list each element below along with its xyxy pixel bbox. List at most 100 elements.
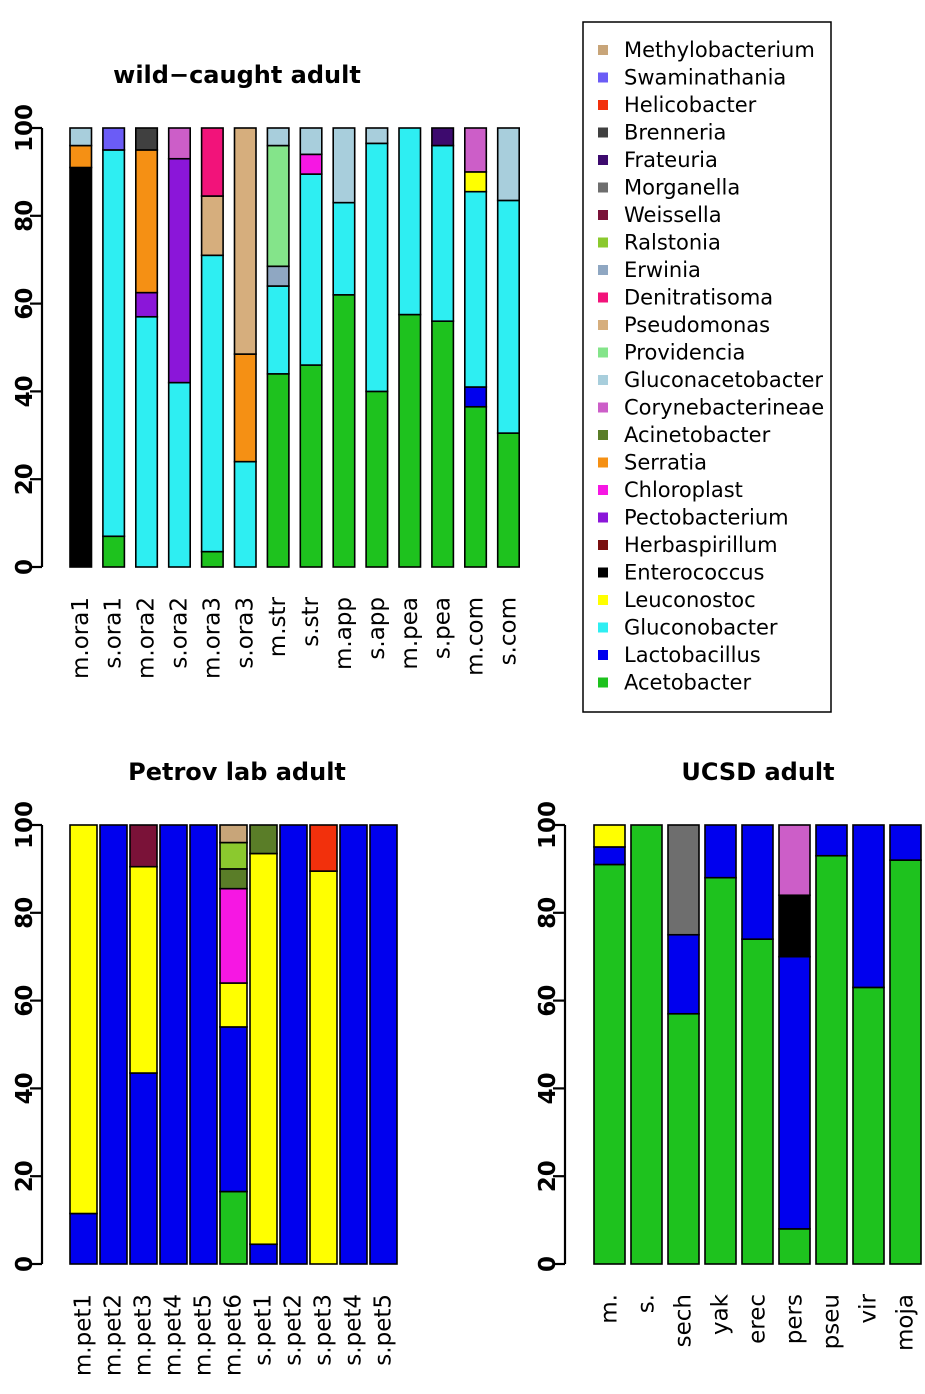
bar-segment bbox=[398, 127, 422, 316]
category-label: s.ora1 bbox=[101, 597, 127, 669]
legend-swatch bbox=[598, 292, 608, 303]
bar-segment bbox=[69, 166, 93, 568]
bar-segment bbox=[219, 982, 248, 1028]
bar-segment bbox=[704, 876, 737, 1265]
legend-label: Chloroplast bbox=[624, 478, 743, 502]
legend-swatch bbox=[598, 595, 608, 605]
y-tick-label: 40 bbox=[535, 1072, 561, 1104]
bar-segment bbox=[463, 405, 488, 568]
bar-segment bbox=[593, 846, 626, 866]
category-label: yak bbox=[708, 1293, 734, 1335]
bar-segment bbox=[309, 824, 338, 872]
bar-segment bbox=[266, 144, 290, 268]
bar-segment bbox=[233, 460, 257, 568]
category-label: s.pet3 bbox=[311, 1294, 337, 1366]
bars bbox=[593, 824, 922, 1265]
category-label: m.ora1 bbox=[68, 597, 94, 679]
legend-label: Frateuria bbox=[624, 148, 718, 172]
category-label: m.ora3 bbox=[199, 597, 225, 679]
category-label: s.str bbox=[298, 596, 324, 646]
bar-segment bbox=[741, 938, 774, 1265]
bar-segment bbox=[667, 933, 700, 1015]
bar-segment bbox=[200, 550, 224, 568]
category-label: s.ora2 bbox=[166, 597, 192, 669]
bar-segment bbox=[496, 199, 521, 434]
category-labels: m.ora1 s.ora1 m.ora2 s.ora2 m.ora3 s.ora3 m.st… bbox=[68, 596, 522, 679]
bars bbox=[69, 127, 521, 568]
legend-swatch bbox=[598, 622, 608, 633]
category-label: m.pea bbox=[397, 597, 423, 670]
y-tick-label: 0 bbox=[12, 559, 38, 575]
legend-swatch bbox=[598, 650, 608, 660]
bar-segment bbox=[233, 127, 257, 355]
category-label: pers bbox=[782, 1294, 808, 1344]
bar-segment bbox=[778, 955, 811, 1230]
y-tick-label: 100 bbox=[12, 104, 38, 152]
legend-label: Acinetobacter bbox=[624, 423, 771, 447]
bar-segment bbox=[129, 824, 158, 868]
bar-segment bbox=[219, 887, 248, 984]
bar-segment bbox=[630, 824, 663, 1265]
legend-label: Erwinia bbox=[624, 258, 701, 282]
category-label: moja bbox=[893, 1294, 919, 1351]
category-label: s.pea bbox=[430, 597, 456, 659]
bar-segment bbox=[667, 1012, 700, 1265]
bar-segment bbox=[69, 127, 93, 147]
legend-swatch bbox=[598, 320, 608, 330]
bar-segment bbox=[778, 824, 811, 897]
bar-segment bbox=[167, 127, 191, 160]
category-label: s.pet1 bbox=[251, 1294, 277, 1366]
legend-swatch bbox=[598, 457, 608, 468]
category-label: m.pet1 bbox=[71, 1294, 97, 1376]
legend-label: Herbaspirillum bbox=[624, 533, 778, 557]
y-tick-label: 20 bbox=[12, 463, 38, 495]
y-axis: 0 20 40 60 80 100 bbox=[535, 801, 567, 1272]
bar-segment bbox=[431, 320, 455, 568]
y-tick-label: 20 bbox=[12, 1160, 38, 1192]
category-label: s.ora3 bbox=[232, 597, 258, 669]
category-label: pseu bbox=[819, 1294, 845, 1349]
legend-label: Acetobacter bbox=[624, 671, 751, 695]
legend-label: Serratia bbox=[624, 451, 707, 475]
legend-label: Weissella bbox=[624, 203, 722, 227]
legend-label: Providencia bbox=[624, 341, 745, 365]
bar-segment bbox=[431, 144, 455, 322]
y-axis: 0 20 40 60 80 100 bbox=[12, 104, 44, 575]
y-axis: 0 20 40 60 80 100 bbox=[12, 801, 44, 1272]
bar-segment bbox=[200, 254, 224, 553]
legend-swatch bbox=[598, 375, 608, 385]
legend-label: Leuconostoc bbox=[624, 588, 756, 612]
bar-segment bbox=[463, 127, 488, 173]
category-label: s. bbox=[634, 1294, 660, 1313]
bar-segment bbox=[102, 535, 126, 568]
bar-segment bbox=[135, 127, 159, 151]
legend-label: Helicobacter bbox=[624, 93, 757, 117]
legend-label: Methylobacterium bbox=[624, 38, 815, 62]
category-label: m.pet3 bbox=[131, 1294, 157, 1376]
bar-segment bbox=[332, 294, 356, 568]
legend-label: Corynebacterineae bbox=[624, 396, 824, 420]
legend-label: Pectobacterium bbox=[624, 506, 789, 530]
bar-segment bbox=[189, 824, 218, 1265]
bar-segment bbox=[309, 870, 338, 1265]
category-label: s.app bbox=[364, 597, 390, 660]
bar-segment bbox=[365, 127, 389, 145]
category-labels: m. s. sech yak erec pers pseu vir moja bbox=[597, 1293, 919, 1351]
legend-label: Swaminathania bbox=[624, 66, 786, 90]
legend-box bbox=[582, 21, 832, 713]
y-tick-label: 0 bbox=[535, 1256, 561, 1272]
legend-swatch bbox=[598, 45, 608, 55]
bar-segment bbox=[889, 859, 922, 1265]
bar-segment bbox=[129, 1072, 158, 1265]
bar-segment bbox=[463, 171, 488, 193]
bar-segment bbox=[365, 390, 389, 568]
category-label: m.pet5 bbox=[191, 1294, 217, 1376]
bar-segment bbox=[431, 127, 455, 147]
bar-segment bbox=[167, 157, 191, 384]
bar-segment bbox=[332, 127, 356, 204]
bar-segment bbox=[398, 313, 422, 568]
category-label: sech bbox=[671, 1294, 697, 1347]
bar-segment bbox=[852, 986, 885, 1265]
